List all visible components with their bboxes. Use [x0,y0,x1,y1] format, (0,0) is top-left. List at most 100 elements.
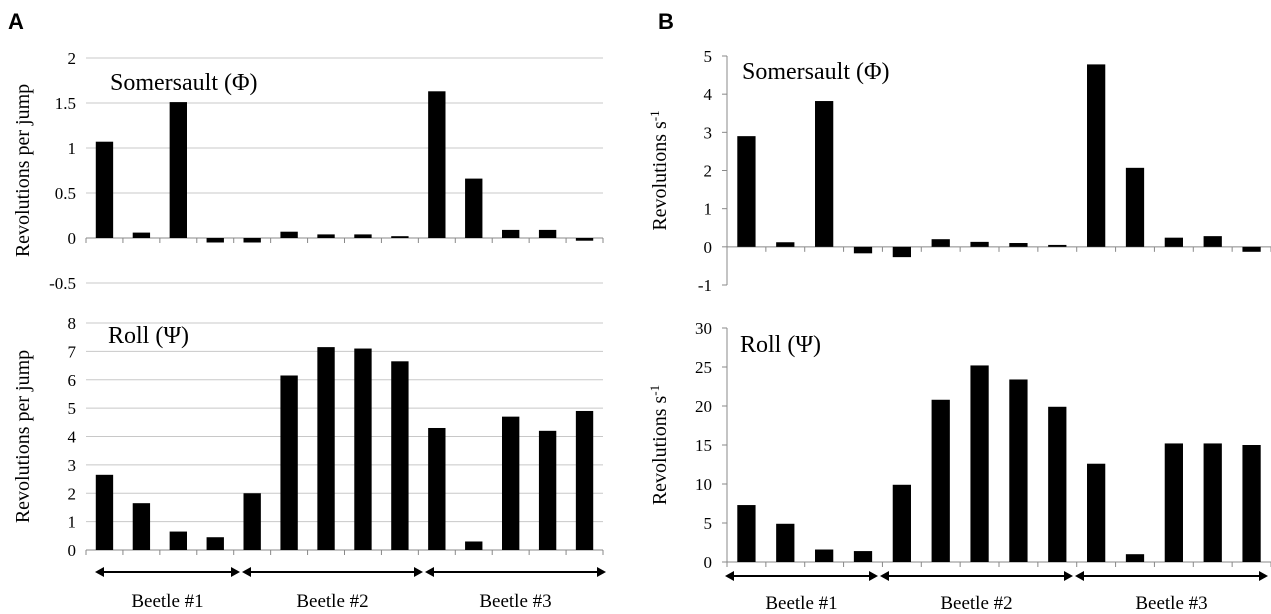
arrowhead-right-icon [414,567,423,577]
y-tick-label: 3 [68,456,77,475]
chart-1: -0.5 0 0.5 1 1.5 2 Somersault (Φ) Revolutions p… [12,49,604,293]
bar [354,234,372,238]
y-tick-label: 25 [695,358,712,377]
group-label: Beetle #2 [296,591,368,612]
bar [737,505,756,562]
panel-letter-b: B [658,9,674,34]
y-tick-label: 1.5 [55,94,76,113]
group-arrows-panel-a: Beetle #1 Beetle #2 Beetle #3 [95,567,606,612]
bar [206,238,224,243]
y-tick-label: 2 [704,162,713,181]
y-tick-label: 20 [695,397,712,416]
y-axis-label: Revolutions s-1 [647,110,672,230]
bar [1009,379,1028,562]
group-label: Beetle #1 [765,593,837,614]
bar [391,236,409,238]
y-tick-label: 0 [68,541,77,560]
charts-container: -0.5 0 0.5 1 1.5 2 Somersault (Φ) Revolutions p… [12,47,1271,572]
y-tick-label: 4 [68,428,77,447]
chart-title: Somersault (Φ) [110,70,258,96]
y-tick-label: 7 [68,342,77,361]
panel-letter-a: A [8,9,24,34]
arrowhead-right-icon [231,567,240,577]
bar [1087,463,1106,562]
bar [1009,243,1028,247]
y-tick-label: 10 [695,475,712,494]
bar [465,541,483,550]
y-tick-label: 2 [68,484,77,503]
y-tick-label: 5 [704,47,713,66]
bar [853,246,873,254]
y-tick-label: -1 [698,276,712,295]
y-tick-label: 30 [695,319,712,338]
bar [1242,445,1261,562]
arrowhead-left-icon [725,571,734,581]
y-tick-label: 5 [704,514,713,533]
bar [354,348,372,550]
bar [815,549,834,562]
bar [815,101,834,247]
bar [243,493,261,550]
y-tick-label: 1 [704,200,713,219]
bar [853,551,873,562]
bar [206,537,224,550]
bar [1242,246,1261,252]
y-tick-label: 15 [695,436,712,455]
bar [95,474,114,550]
y-tick-label: 0 [68,229,77,248]
arrowhead-left-icon [242,567,251,577]
group-label: Beetle #2 [940,593,1012,614]
bar [575,238,594,241]
arrowhead-left-icon [1075,571,1084,581]
y-tick-label: 0 [704,553,713,572]
chart-2: 0 1 2 3 4 5 6 7 8 Roll (Ψ) Revolutions per jump [12,314,604,560]
bar [132,503,151,550]
bar [1164,237,1183,247]
y-tick-label: 5 [68,399,77,418]
bar [502,229,520,238]
y-tick-label: 0 [704,238,713,257]
bar [892,246,911,258]
chart-title: Somersault (Φ) [742,59,890,85]
chart-3: -1 0 1 2 3 4 5 Somersault (Φ) Revolutions s-1 [647,47,1271,295]
bar [1125,554,1145,562]
y-tick-label: 1 [68,139,77,158]
bar [931,239,950,247]
y-tick-label: 0.5 [55,184,76,203]
bar [243,238,261,243]
arrowhead-left-icon [425,567,434,577]
bar [132,232,151,238]
chart-title: Roll (Ψ) [740,332,821,358]
bar [970,365,989,562]
arrowhead-right-icon [1259,571,1268,581]
bar [317,234,335,238]
bar [1203,443,1222,562]
chart-4: 0 5 10 15 20 25 30 Roll (Ψ) Revolutions s-1 [647,319,1271,572]
arrowhead-left-icon [880,571,889,581]
bar [538,229,557,238]
bar [1203,236,1222,247]
y-tick-label: 3 [704,123,713,142]
bar [465,178,483,238]
y-tick-label: 8 [68,314,77,333]
bar [776,523,795,562]
y-tick-label: -0.5 [49,274,76,293]
bar [776,242,795,247]
y-axis-label: Revolutions per jump [12,350,34,523]
arrowhead-right-icon [1064,571,1073,581]
group-label: Beetle #3 [1135,593,1207,614]
bar [317,347,335,550]
bar [892,484,911,562]
arrowhead-right-icon [597,567,606,577]
y-tick-label: 4 [704,85,713,104]
bar [391,361,409,550]
y-axis-label: Revolutions s-1 [647,385,672,505]
bar [1164,443,1183,562]
bar [1125,167,1145,247]
bar [970,241,989,247]
chart-title: Roll (Ψ) [108,323,189,349]
bar [169,531,187,550]
group-arrows-panel-b: Beetle #1 Beetle #2 Beetle #3 [725,571,1268,614]
y-axis-label: Revolutions per jump [12,84,34,257]
